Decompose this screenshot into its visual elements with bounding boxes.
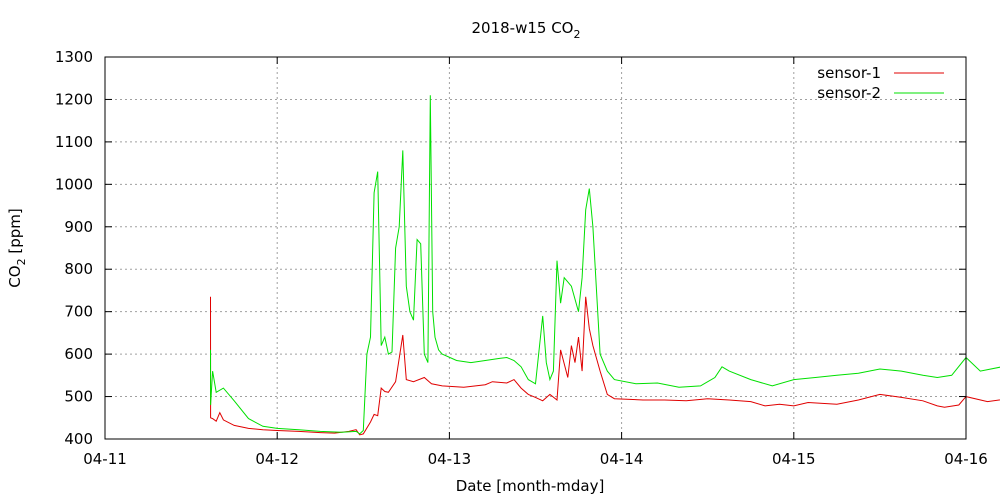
x-tick-label: 04-16 (944, 450, 988, 468)
y-axis-label-subscript: 2 (15, 258, 28, 265)
y-tick-label: 1000 (55, 175, 93, 193)
legend: sensor-1 sensor-2 (817, 64, 944, 102)
x-tick-label: 04-11 (83, 450, 127, 468)
y-tick-label: 1200 (55, 90, 93, 108)
grid-layer (105, 57, 966, 439)
chart-title-main: 2018-w15 CO (472, 19, 574, 37)
y-tick-label: 1300 (55, 48, 93, 66)
legend-label-sensor-1: sensor-1 (817, 64, 881, 82)
x-tick-label: 04-15 (772, 450, 816, 468)
x-tick-label: 04-13 (428, 450, 472, 468)
y-tick-label: 700 (64, 303, 93, 321)
y-axis-label-unit: [ppm] (6, 208, 24, 258)
series-layer (210, 95, 1000, 436)
chart-title-subscript: 2 (574, 28, 581, 41)
x-axis-label: Date [month-mday] (456, 477, 605, 495)
series-line-sensor-2 (210, 95, 1000, 435)
tick-layer (104, 56, 967, 440)
y-tick-label: 800 (64, 260, 93, 278)
y-tick-label: 600 (64, 345, 93, 363)
chart-title: 2018-w15 CO2 (472, 19, 581, 41)
y-tick-label: 1100 (55, 133, 93, 151)
y-tick-label: 400 (64, 430, 93, 448)
y-tick-label: 500 (64, 388, 93, 406)
x-tick-label: 04-12 (255, 450, 299, 468)
y-axis-label: CO2 [ppm] (6, 208, 28, 287)
y-tick-label: 900 (64, 218, 93, 236)
x-tick-label: 04-14 (600, 450, 644, 468)
legend-label-sensor-2: sensor-2 (817, 84, 881, 102)
plot-frame (104, 56, 967, 440)
label-layer: 04-11 04-12 04-13 04-14 04-15 04-16 400 500 600 7… (55, 48, 988, 468)
y-axis-label-main: CO (6, 265, 24, 287)
